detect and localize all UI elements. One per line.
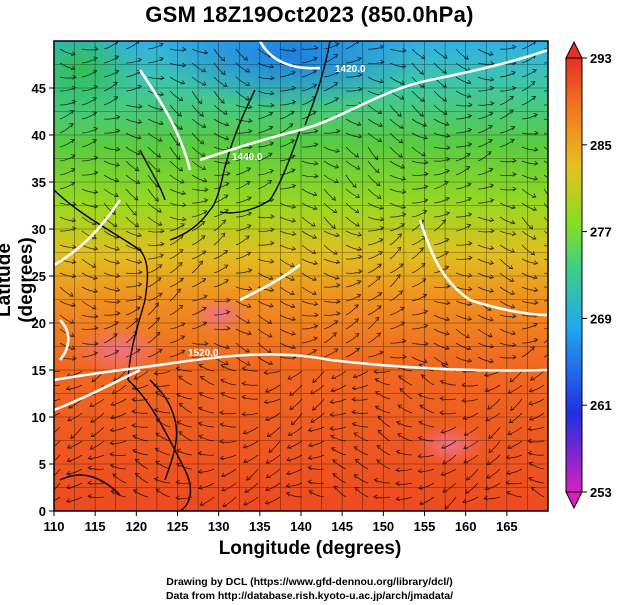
map-title: GSM 18Z19Oct2023 (850.0hPa) bbox=[145, 2, 474, 27]
lat-tick-label: 35 bbox=[32, 175, 46, 190]
credit-drawing: Drawing by DCL (https://www.gfd-dennou.o… bbox=[166, 576, 453, 588]
colorbar-tick-label: 269 bbox=[590, 311, 612, 326]
colorbar-tick-label: 293 bbox=[590, 51, 612, 66]
colorbar-tick-label: 261 bbox=[590, 398, 612, 413]
lat-tick-label: 0 bbox=[39, 504, 46, 519]
x-axis-label: Longitude (degrees) bbox=[218, 538, 402, 559]
lat-tick-label: 10 bbox=[32, 410, 46, 425]
colorbar: 293 285 277 269 261 253 bbox=[565, 40, 612, 510]
lon-tick-label: 110 bbox=[44, 519, 65, 534]
lon-tick-label: 165 bbox=[496, 519, 518, 534]
colorbar-min-arrow bbox=[565, 491, 583, 510]
credit-data: Data from http://database.rish.kyoto-u.a… bbox=[165, 590, 454, 602]
lat-lon-grid bbox=[54, 41, 548, 511]
lat-tick-label: 25 bbox=[32, 269, 46, 284]
contour-label: 1520.0 bbox=[188, 348, 219, 359]
lat-tick-label: 5 bbox=[39, 457, 46, 472]
lon-tick-label: 160 bbox=[455, 519, 477, 534]
lon-tick-label: 155 bbox=[414, 519, 436, 534]
coastlines bbox=[54, 41, 331, 511]
lon-tick-label: 135 bbox=[249, 519, 271, 534]
longitude-ticks: 110 115 120 125 130 135 140 145 150 155 160 165 bbox=[44, 511, 518, 534]
contour-label: 1420.0 bbox=[335, 64, 366, 75]
lon-tick-label: 145 bbox=[331, 519, 353, 534]
colorbar-tick-label: 253 bbox=[590, 485, 612, 500]
lat-tick-label: 40 bbox=[32, 128, 46, 143]
lat-tick-label: 45 bbox=[32, 81, 46, 96]
y-axis-label: Latitude (degrees) bbox=[0, 237, 37, 323]
lon-tick-label: 115 bbox=[85, 519, 106, 534]
contour-label: 1440.0 bbox=[232, 152, 263, 163]
lat-tick-label: 15 bbox=[32, 363, 46, 378]
latitude-ticks: 0 5 10 15 20 25 30 35 40 45 bbox=[32, 81, 54, 519]
colorbar-max-arrow bbox=[565, 40, 583, 59]
lon-tick-label: 150 bbox=[372, 519, 394, 534]
lon-tick-label: 125 bbox=[167, 519, 189, 534]
lon-tick-label: 140 bbox=[290, 519, 312, 534]
colorbar-scale bbox=[565, 57, 583, 493]
lon-tick-label: 120 bbox=[125, 519, 147, 534]
lat-tick-label: 30 bbox=[32, 222, 46, 237]
lat-tick-label: 20 bbox=[32, 316, 46, 331]
lon-tick-label: 130 bbox=[208, 519, 230, 534]
height-contours bbox=[54, 41, 548, 412]
colorbar-tick-label: 277 bbox=[590, 225, 612, 240]
colorbar-tick-label: 285 bbox=[590, 138, 612, 153]
